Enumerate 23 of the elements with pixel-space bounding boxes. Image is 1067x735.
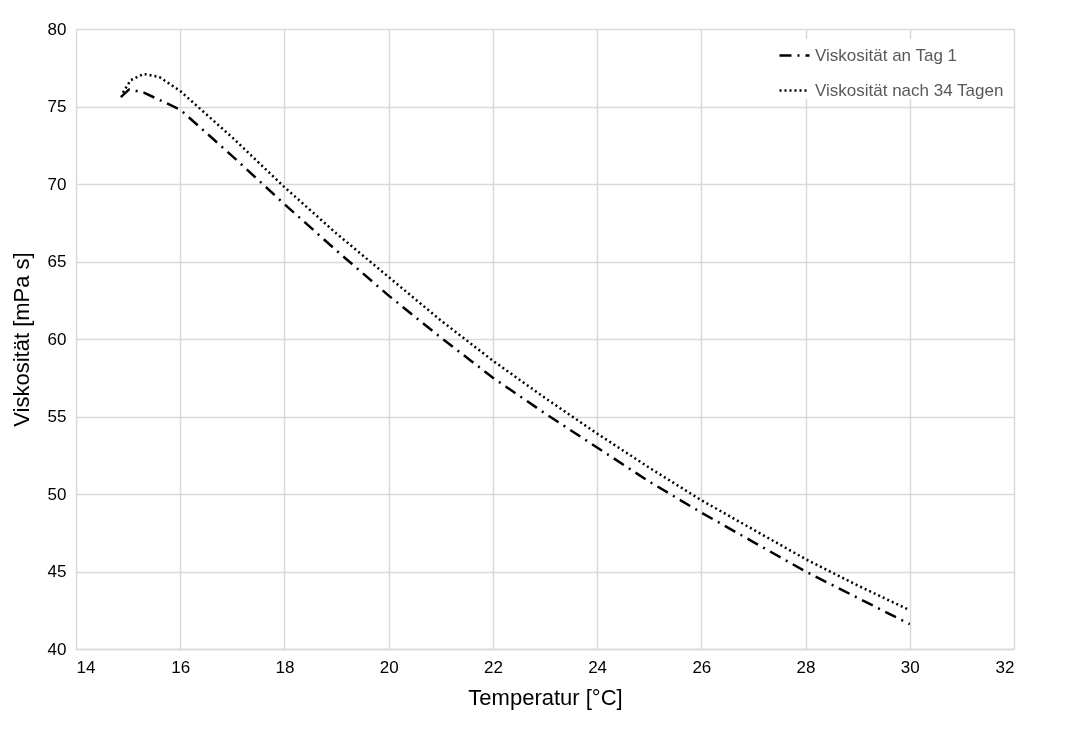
- legend-label: Viskosität nach 34 Tagen: [815, 80, 1004, 100]
- x-tick-label: 18: [275, 657, 295, 677]
- x-axis-title: Temperatur [°C]: [468, 684, 623, 710]
- y-tick-label: 55: [47, 407, 67, 426]
- y-tick-label: 60: [47, 329, 67, 349]
- y-tick-label: 65: [47, 252, 67, 271]
- legend-label: Viskosität an Tag 1: [815, 45, 958, 65]
- y-tick-label: 40: [47, 639, 67, 659]
- x-tick-label: 22: [483, 657, 503, 677]
- y-tick-label: 75: [47, 97, 67, 116]
- x-tick-label: 30: [900, 657, 920, 677]
- x-tick-label: 26: [692, 657, 712, 677]
- y-tick-label: 70: [47, 174, 67, 194]
- y-axis-title: Viskosität [mPa s]: [8, 252, 34, 427]
- y-tick-label: 80: [47, 19, 67, 39]
- x-tick-label: 28: [796, 657, 816, 677]
- x-tick-label: 20: [379, 657, 399, 677]
- y-tick-label: 45: [47, 562, 67, 581]
- x-tick-label: 16: [171, 657, 191, 677]
- x-tick-label: 14: [76, 657, 96, 677]
- x-tick-label: 24: [588, 657, 608, 677]
- x-tick-label: 32: [995, 657, 1015, 677]
- y-tick-label: 50: [47, 484, 67, 504]
